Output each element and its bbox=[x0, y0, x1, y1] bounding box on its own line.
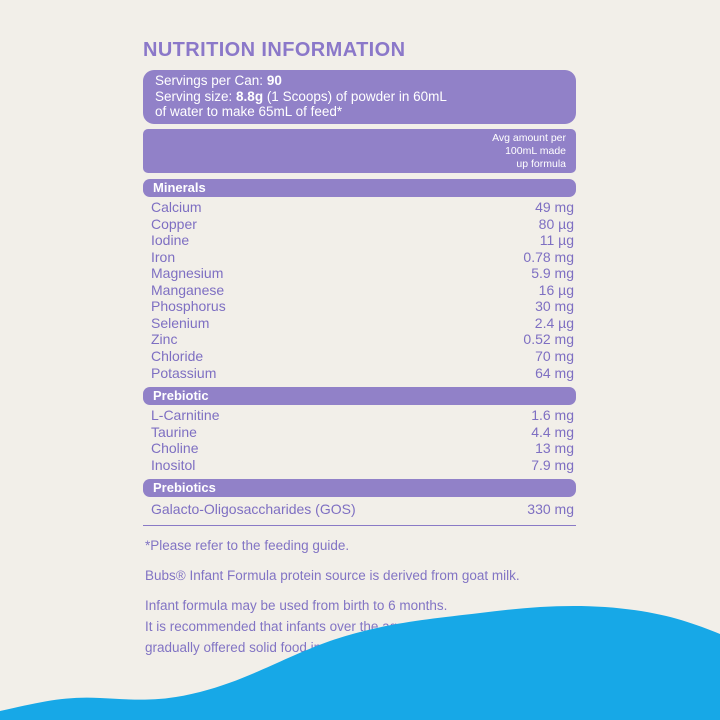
nutrient-name: Magnesium bbox=[151, 265, 224, 282]
footnote-feeding-guide: *Please refer to the feeding guide. bbox=[145, 537, 350, 553]
nutrient-name: Iodine bbox=[151, 232, 190, 249]
nutrient-value: 80 µg bbox=[538, 215, 574, 232]
nutrient-name: Copper bbox=[151, 215, 197, 232]
servings-per-can-label: Servings per Can: bbox=[155, 73, 267, 88]
minerals-rows: Calcium 49 mg Copper 80 µg Iodine 11 µg Iro… bbox=[143, 199, 576, 381]
footnote-protein-source: Bubs® Infant Formula protein source is d… bbox=[145, 567, 520, 583]
nutrient-name: Calcium bbox=[151, 199, 202, 216]
serving-size-continuation: of water to make 65mL of feed* bbox=[155, 104, 343, 120]
table-row: Taurine 4.4 mg bbox=[143, 424, 576, 441]
nutrient-value: 11 µg bbox=[539, 232, 574, 249]
prebiotic-rows: L-Carnitine 1.6 mg Taurine 4.4 mg Choline 1… bbox=[143, 407, 576, 473]
section-header-prebiotic: Prebiotic bbox=[143, 387, 576, 406]
nutrition-table: Servings per Can: 90 Serving size: 8.8g … bbox=[143, 70, 576, 667]
serving-size-value: 8.8g bbox=[236, 88, 264, 104]
nutrient-name: Selenium bbox=[151, 314, 210, 331]
table-row: Calcium 49 mg bbox=[143, 199, 576, 216]
prebiotics-rows: Galacto-Oligosaccharides (GOS) 330 mg bbox=[143, 501, 576, 518]
nutrient-value: 30 mg bbox=[535, 298, 574, 315]
servings-per-can-line: Servings per Can: 90 bbox=[155, 73, 564, 89]
nutrient-value: 0.52 mg bbox=[523, 331, 574, 348]
nutrient-value: 70 mg bbox=[535, 348, 574, 365]
table-row: Phosphorus 30 mg bbox=[143, 298, 576, 315]
serving-info-box: Servings per Can: 90 Serving size: 8.8g … bbox=[143, 70, 576, 125]
serving-size-rest: (1 Scoops) of powder in 60mL bbox=[263, 88, 447, 104]
nutrient-value: 0.78 mg bbox=[523, 248, 574, 265]
table-row: Copper 80 µg bbox=[143, 216, 576, 233]
table-row: L-Carnitine 1.6 mg bbox=[143, 407, 576, 424]
column-header-bar: Avg amount per 100mL made up formula bbox=[143, 129, 576, 174]
nutrient-value: 4.4 mg bbox=[531, 423, 574, 440]
nutrient-name: Iron bbox=[151, 248, 176, 265]
nutrient-value: 13 mg bbox=[535, 440, 574, 457]
nutrient-name: Zinc bbox=[151, 331, 178, 348]
table-row: Inositol 7.9 mg bbox=[143, 457, 576, 474]
nutrient-name: Manganese bbox=[151, 281, 225, 298]
nutrient-name: L-Carnitine bbox=[151, 407, 220, 424]
page-title: NUTRITION INFORMATION bbox=[143, 39, 406, 61]
avg-amount-column-header: Avg amount per 100mL made up formula bbox=[492, 131, 566, 170]
section-header-prebiotics: Prebiotics bbox=[143, 479, 576, 498]
nutrient-name: Galacto-Oligosaccharides (GOS) bbox=[151, 501, 356, 518]
table-row: Iron 0.78 mg bbox=[143, 249, 576, 266]
nutrient-value: 2.4 µg bbox=[534, 314, 574, 331]
section-header-minerals: Minerals bbox=[143, 179, 576, 198]
table-row: Zinc 0.52 mg bbox=[143, 331, 576, 348]
nutrient-name: Choline bbox=[151, 440, 199, 457]
table-row: Iodine 11 µg bbox=[143, 232, 576, 249]
table-row: Selenium 2.4 µg bbox=[143, 315, 576, 332]
table-row: Choline 13 mg bbox=[143, 440, 576, 457]
table-bottom-divider bbox=[143, 524, 576, 526]
nutrient-name: Potassium bbox=[151, 364, 217, 381]
nutrient-value: 7.9 mg bbox=[531, 456, 574, 473]
table-row: Magnesium 5.9 mg bbox=[143, 265, 576, 282]
serving-size-line: Serving size: 8.8g (1 Scoops) of powder … bbox=[155, 89, 564, 105]
nutrient-value: 5.9 mg bbox=[531, 265, 574, 282]
table-row: Galacto-Oligosaccharides (GOS) 330 mg bbox=[143, 501, 576, 518]
servings-per-can-value: 90 bbox=[266, 73, 282, 88]
nutrient-value: 16 µg bbox=[538, 281, 574, 298]
nutrient-name: Phosphorus bbox=[151, 298, 226, 315]
table-row: Potassium 64 mg bbox=[143, 365, 576, 382]
nutrient-name: Inositol bbox=[151, 456, 196, 473]
nutrient-value: 330 mg bbox=[527, 501, 574, 518]
table-row: Manganese 16 µg bbox=[143, 282, 576, 299]
table-row: Chloride 70 mg bbox=[143, 348, 576, 365]
nutrient-name: Taurine bbox=[151, 423, 197, 440]
nutrient-name: Chloride bbox=[151, 348, 204, 365]
bottom-wave-decoration bbox=[0, 605, 720, 720]
nutrient-value: 64 mg bbox=[535, 364, 574, 381]
nutrient-value: 49 mg bbox=[535, 199, 574, 216]
nutrient-value: 1.6 mg bbox=[531, 407, 574, 424]
serving-size-label: Serving size: bbox=[155, 88, 237, 104]
